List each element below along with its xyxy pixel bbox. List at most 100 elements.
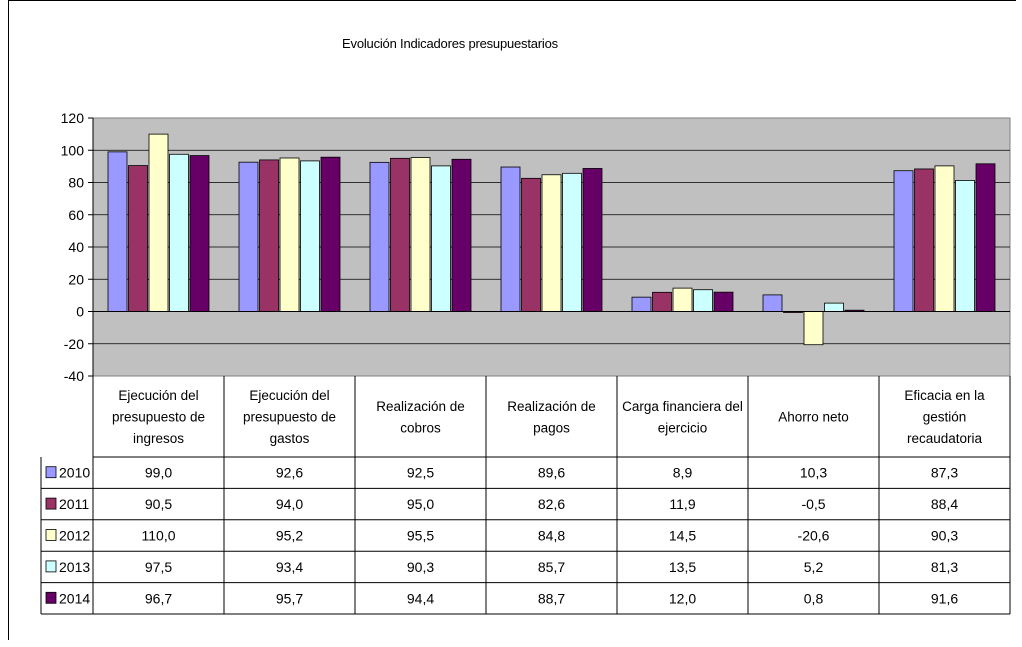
- data-label: 82,6: [538, 496, 565, 512]
- data-label: 10,3: [800, 465, 827, 481]
- data-label: 88,7: [538, 590, 565, 606]
- category-label: Ahorro neto: [778, 410, 849, 425]
- bar-2014-2: [320, 156, 341, 312]
- data-label: 97,5: [145, 559, 172, 575]
- category-label: Eficacia en la gestión recaudatoria: [904, 388, 985, 446]
- category-label: Carga financiera del ejercicio: [622, 399, 743, 436]
- bar-2014-4: [582, 168, 603, 312]
- data-label: 90,5: [145, 496, 172, 512]
- bar-2010-2: [238, 161, 259, 312]
- bar-2013-7: [955, 180, 975, 312]
- data-label: -20,6: [798, 528, 830, 544]
- data-label: 96,7: [145, 590, 172, 606]
- category-label-line: Ahorro neto: [778, 410, 849, 425]
- category-label-line: Realización de: [507, 399, 596, 414]
- category-label-line: ejercicio: [658, 420, 708, 435]
- legend-swatch-2014: [45, 591, 57, 604]
- legend-label-2010: 2010: [59, 465, 90, 481]
- category-label-line: pagos: [533, 420, 570, 435]
- data-label: 0,8: [804, 590, 824, 606]
- legend-swatch-2012: [45, 529, 57, 541]
- bar-2010-3: [369, 161, 390, 312]
- data-label: 94,4: [407, 590, 434, 606]
- legend-swatch-2010: [45, 466, 57, 479]
- data-label: 99,0: [145, 465, 172, 481]
- category-label-line: Ejecución del: [249, 388, 329, 403]
- bar-2014-5: [713, 291, 734, 312]
- y-tick-label: -20: [64, 336, 84, 352]
- y-tick-label: 20: [68, 271, 84, 287]
- legend-label-2013: 2013: [59, 559, 90, 575]
- legend-swatch-2013: [45, 560, 57, 573]
- data-label: 5,2: [804, 559, 824, 575]
- data-label: 94,0: [276, 496, 303, 512]
- bar-2014-1: [189, 155, 210, 312]
- bar-2012-3: [410, 157, 431, 312]
- bar-2012-5: [672, 287, 693, 312]
- bar-2014-7: [975, 163, 996, 312]
- bar-2014-3: [451, 158, 472, 312]
- category-label: Ejecución del presupuesto de gastos: [243, 388, 336, 446]
- y-tick-label: 80: [68, 175, 84, 191]
- data-label: 92,5: [407, 465, 434, 481]
- data-label: 14,5: [669, 528, 696, 544]
- data-label: 81,3: [931, 559, 958, 575]
- bar-2011-1: [128, 165, 148, 312]
- data-label: 13,5: [669, 559, 696, 575]
- bar-2010-7: [893, 170, 914, 312]
- data-label: 95,7: [276, 590, 303, 606]
- y-tick-label: 0: [76, 304, 84, 320]
- data-label: 87,3: [931, 465, 958, 481]
- data-label: 95,2: [276, 528, 303, 544]
- bar-2013-1: [169, 153, 189, 312]
- bar-2012-7: [934, 165, 955, 312]
- data-label: 93,4: [276, 559, 303, 575]
- bar-2013-3: [431, 165, 451, 312]
- data-label: 84,8: [538, 528, 565, 544]
- bar-2011-3: [390, 157, 410, 312]
- bar-2013-6: [824, 302, 844, 312]
- category-label-line: cobros: [400, 420, 441, 435]
- bar-2012-6: [803, 311, 824, 346]
- y-tick-label: 100: [61, 142, 85, 158]
- data-label: 110,0: [142, 528, 176, 544]
- legend-label-2012: 2012: [59, 528, 90, 544]
- category-label-line: Ejecución del: [118, 388, 198, 403]
- bar-2013-4: [562, 172, 582, 312]
- category-label-line: presupuesto de: [112, 410, 205, 425]
- legend-label-2014: 2014: [59, 590, 90, 606]
- chart-title: Evolución Indicadores presupuestarios: [342, 36, 558, 51]
- data-label: 89,6: [538, 465, 565, 481]
- category-label: Realización de pagos: [507, 399, 596, 436]
- category-label-line: gastos: [270, 431, 310, 446]
- data-label: 85,7: [538, 559, 565, 575]
- category-label-line: Eficacia en la: [904, 388, 985, 403]
- bar-2013-5: [693, 289, 713, 312]
- data-label: 8,9: [673, 465, 693, 481]
- bar-2011-7: [914, 168, 934, 312]
- bar-2012-4: [541, 174, 562, 312]
- category-label: Ejecución del presupuesto de ingresos: [112, 388, 205, 446]
- category-label-line: presupuesto de: [243, 410, 336, 425]
- bar-2010-5: [631, 296, 652, 312]
- data-label: 92,6: [276, 465, 303, 481]
- data-label: -0,5: [801, 496, 825, 512]
- data-label: 90,3: [407, 559, 434, 575]
- bar-2010-1: [107, 151, 128, 312]
- data-label: 12,0: [669, 590, 696, 606]
- category-label-line: Carga financiera del: [622, 399, 743, 414]
- category-label: Realización de cobros: [376, 399, 465, 436]
- data-label: 90,3: [931, 528, 958, 544]
- bar-2011-2: [259, 159, 279, 312]
- bar-2011-4: [521, 177, 541, 312]
- bar-2012-2: [279, 157, 300, 312]
- category-label-line: ingresos: [133, 431, 184, 446]
- data-label: 11,9: [669, 496, 695, 512]
- data-label: 95,5: [407, 528, 434, 544]
- bar-2013-2: [300, 160, 320, 312]
- data-label: 95,0: [407, 496, 434, 512]
- y-tick-label: 60: [68, 207, 84, 223]
- bar-2012-1: [148, 133, 169, 312]
- bar-2011-5: [652, 291, 672, 312]
